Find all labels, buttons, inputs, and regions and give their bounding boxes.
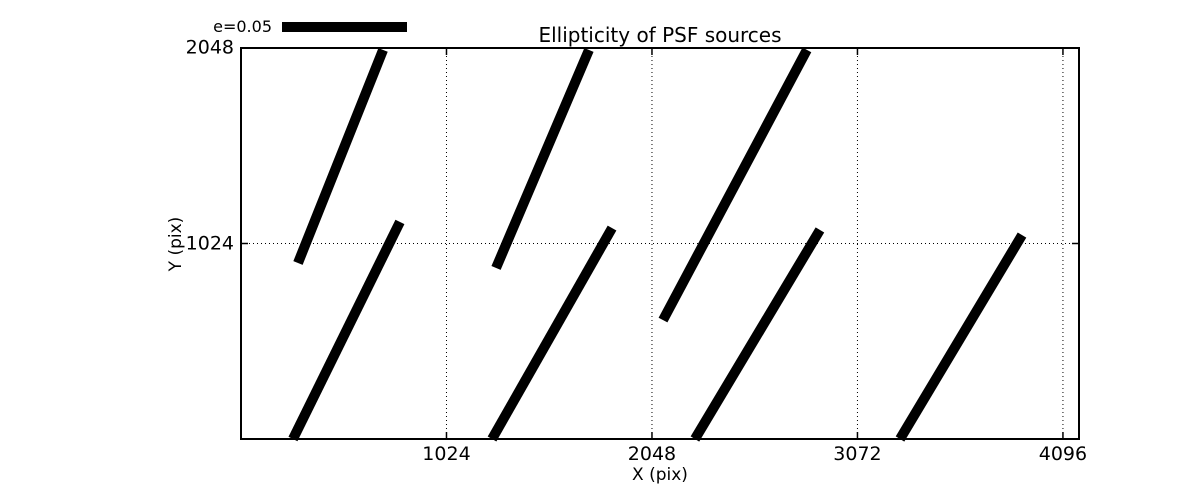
y-tick-label-1024: 1024 <box>185 232 234 254</box>
whisker-segment-6 <box>895 232 1027 442</box>
y-tick-label-2048: 2048 <box>185 36 234 59</box>
plot-title: Ellipticity of PSF sources <box>538 23 782 47</box>
whisker-segment-4 <box>487 225 617 442</box>
whisker-segment-3 <box>288 219 405 442</box>
legend-scale-bar <box>282 22 407 32</box>
whisker-segment-1 <box>491 47 594 270</box>
y-axis-label: Y (pix) <box>166 216 186 272</box>
whisker-segment-2 <box>658 47 812 323</box>
x-tick-label-2048: 2048 <box>627 443 677 465</box>
whisker-segment-0 <box>293 48 388 265</box>
x-tick-label-4096: 4096 <box>1038 443 1088 465</box>
x-tick-label-1024: 1024 <box>422 443 471 465</box>
x-axis-label: X (pix) <box>632 465 688 485</box>
legend-scale-label: e=0.05 <box>213 17 272 36</box>
x-tick-label-3072: 3072 <box>833 443 882 465</box>
whisker-segment-5 <box>690 227 825 442</box>
